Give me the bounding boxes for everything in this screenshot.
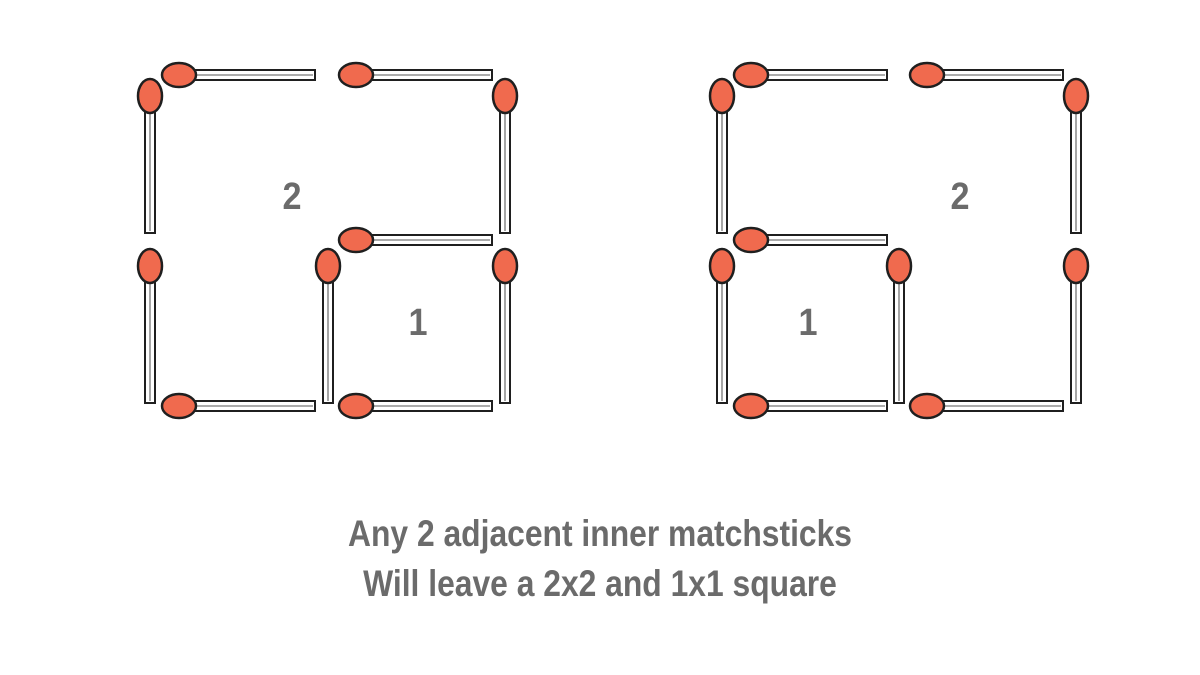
match-right-outer-left-1 bbox=[708, 77, 736, 234]
match-left-top-2 bbox=[337, 61, 493, 89]
match-right-outer-right-1 bbox=[1062, 77, 1090, 234]
match-right-inner-horizontal bbox=[732, 226, 888, 254]
caption-line-2: Will leave a 2x2 and 1x1 square bbox=[363, 563, 837, 604]
match-left-outer-left-2 bbox=[136, 247, 164, 404]
match-right-outer-left-2 bbox=[708, 247, 736, 404]
match-right-top-2 bbox=[908, 61, 1064, 89]
right-matchstick-figure bbox=[708, 61, 1090, 420]
match-left-bottom-1 bbox=[160, 392, 316, 420]
match-left-inner-vertical bbox=[314, 247, 342, 404]
match-right-inner-vertical bbox=[885, 247, 913, 404]
match-left-top-1 bbox=[160, 61, 316, 89]
match-left-bottom-2 bbox=[337, 392, 493, 420]
match-left-outer-left-1 bbox=[136, 77, 164, 234]
match-right-bottom-2 bbox=[908, 392, 1064, 420]
right-large-square-label: 2 bbox=[950, 176, 970, 218]
right-small-square-label: 1 bbox=[798, 302, 818, 344]
match-left-outer-right-2 bbox=[491, 247, 519, 404]
match-right-bottom-1 bbox=[732, 392, 888, 420]
match-left-outer-right-1 bbox=[491, 77, 519, 234]
match-left-inner-horizontal bbox=[337, 226, 493, 254]
left-small-square-label: 1 bbox=[408, 302, 428, 344]
caption-line-1: Any 2 adjacent inner matchsticks bbox=[347, 513, 853, 554]
left-matchstick-figure bbox=[136, 61, 519, 420]
left-large-square-label: 2 bbox=[282, 176, 302, 218]
match-right-outer-right-2 bbox=[1062, 247, 1090, 404]
match-right-top-1 bbox=[732, 61, 888, 89]
